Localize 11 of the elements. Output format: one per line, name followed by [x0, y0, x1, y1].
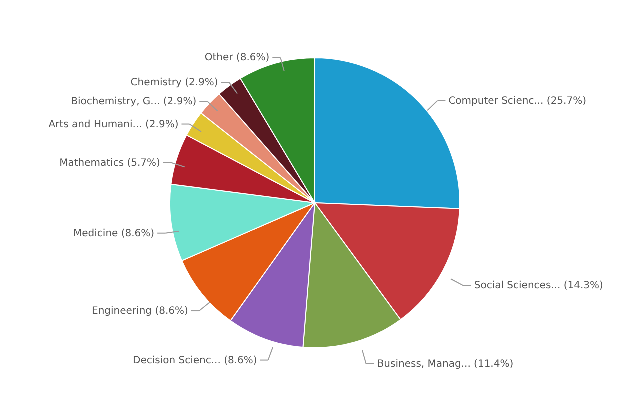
- slice-label: Other (8.6%): [204, 52, 270, 64]
- slice-label: Social Sciences... (14.3%): [474, 280, 604, 292]
- slice-label: Business, Manag... (11.4%): [377, 358, 514, 370]
- slice-label: Mathematics (5.7%): [60, 158, 161, 169]
- slice-label: Engineering (8.6%): [92, 306, 188, 318]
- slice-label: Decision Scienc... (8.6%): [133, 355, 258, 366]
- slice-label: Computer Scienc... (25.7%): [448, 96, 587, 107]
- slice-label: Arts and Humani... (2.9%): [48, 119, 179, 130]
- slice-label: Chemistry (2.9%): [130, 78, 218, 89]
- slice-label: Biochemistry, G... (2.9%): [71, 96, 197, 108]
- slice-label: Medicine (8.6%): [74, 228, 155, 240]
